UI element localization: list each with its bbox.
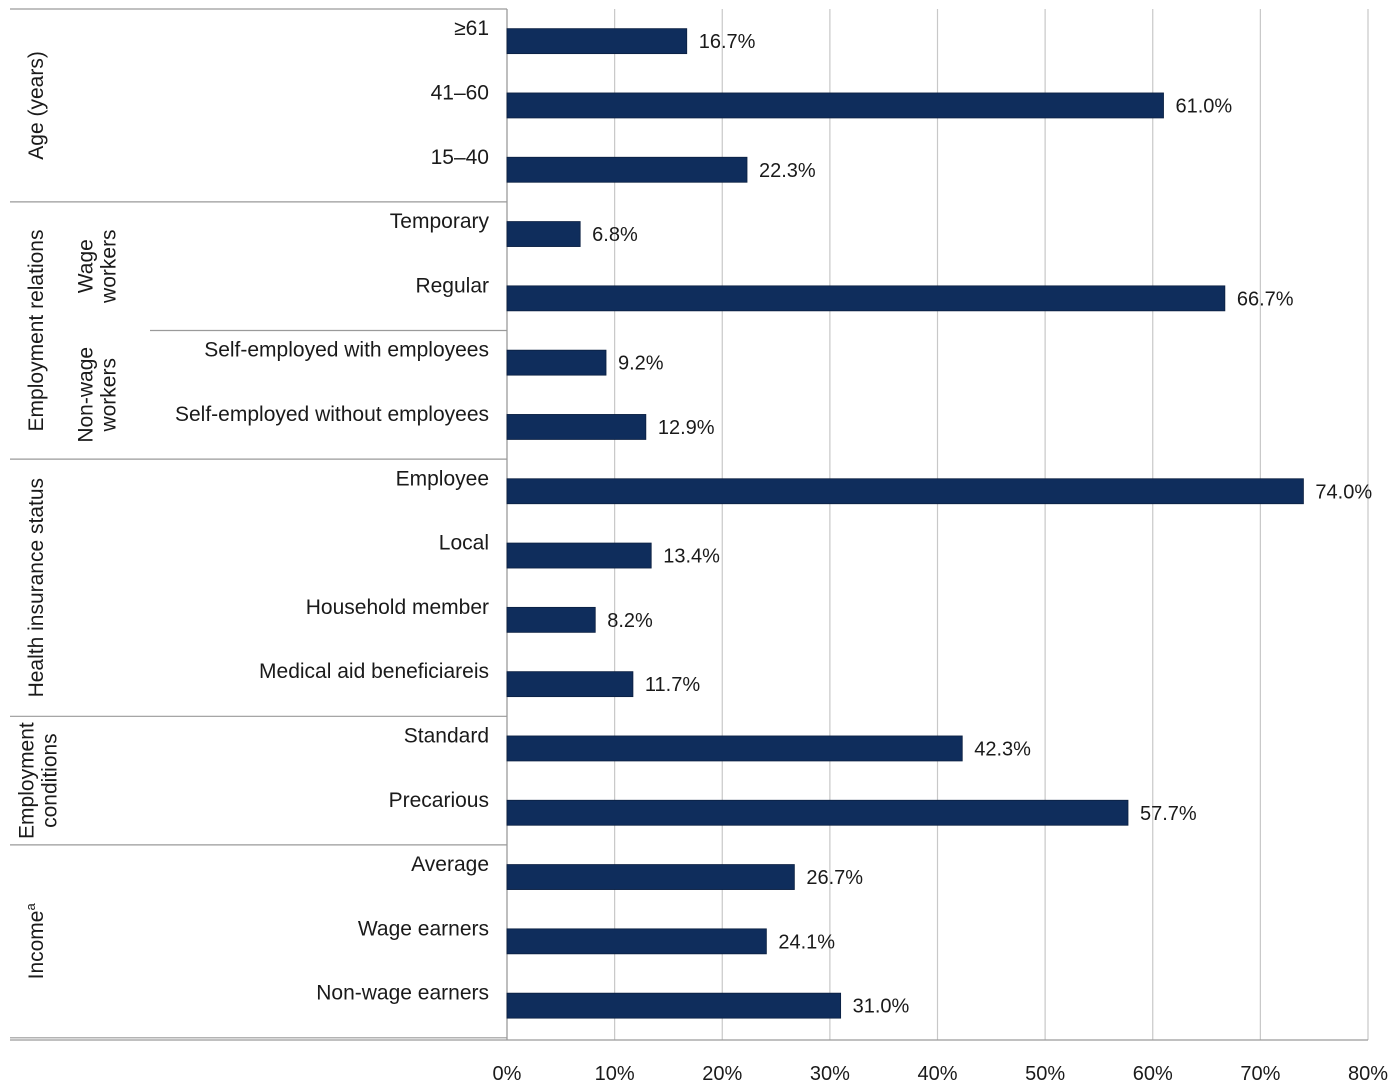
x-tick-label: 70%: [1240, 1063, 1280, 1085]
bar: [506, 285, 1226, 312]
value-label: 6.8%: [592, 224, 638, 246]
x-tick-label: 40%: [917, 1063, 957, 1085]
category-label: Local: [439, 532, 489, 555]
x-tick-label: 0%: [493, 1063, 522, 1085]
value-label: 24.1%: [778, 931, 835, 953]
category-label: ≥61: [454, 17, 489, 40]
category-label: Average: [411, 853, 489, 876]
value-label: 12.9%: [658, 417, 715, 439]
value-label: 9.2%: [618, 353, 664, 375]
group-label: Incomea: [23, 903, 48, 980]
group-label-line: Age (years): [25, 51, 48, 160]
value-label: 26.7%: [806, 867, 863, 889]
category-label: Non-wage earners: [316, 982, 489, 1005]
group-label-line: Employment: [16, 722, 39, 839]
bar: [506, 864, 795, 890]
group-label: Age (years): [25, 51, 48, 160]
subgroup-label-line: workers: [98, 358, 121, 433]
category-label: Employee: [396, 467, 489, 490]
value-label: 66.7%: [1237, 288, 1294, 310]
bar: [506, 414, 647, 440]
bar: [506, 156, 748, 183]
bar: [506, 606, 596, 633]
category-label: Precarious: [389, 789, 489, 812]
group-label-line: Income: [25, 911, 48, 980]
category-label: Wage earners: [358, 917, 489, 940]
subgroup-label-line: Non-wage: [75, 347, 98, 443]
category-label: Self-employed with employees: [204, 339, 489, 362]
bar: [506, 542, 652, 569]
bar: [506, 349, 607, 376]
value-label: 42.3%: [974, 738, 1031, 760]
category-label: Regular: [415, 274, 489, 297]
group-label-line: conditions: [39, 733, 62, 828]
value-label: 8.2%: [607, 610, 653, 632]
bar: [506, 799, 1129, 826]
bar: [506, 671, 634, 698]
x-tick-label: 10%: [595, 1063, 635, 1085]
bar: [506, 221, 581, 247]
value-label: 16.7%: [699, 31, 756, 53]
footnote-marker: a: [23, 903, 38, 911]
category-label: Standard: [404, 724, 489, 747]
value-label: 74.0%: [1315, 481, 1372, 503]
subgroup-label: Non-wageworkers: [75, 347, 121, 443]
bar: [506, 92, 1164, 119]
value-label: 31.0%: [853, 996, 910, 1018]
x-tick-label: 60%: [1133, 1063, 1173, 1085]
x-tick-label: 80%: [1348, 1063, 1388, 1085]
value-label: 13.4%: [663, 546, 720, 568]
bar: [506, 28, 688, 55]
bar: [506, 735, 963, 762]
bar: [506, 478, 1304, 505]
x-tick-label: 20%: [702, 1063, 742, 1085]
value-label: 57.7%: [1140, 803, 1197, 825]
category-label: Self-employed without employees: [175, 403, 489, 426]
category-label: Medical aid beneficiareis: [259, 660, 489, 683]
subgroup-label-line: Wage: [75, 239, 98, 293]
group-label: Employmentconditions: [16, 722, 62, 839]
bar: [506, 992, 842, 1019]
subgroup-label-line: workers: [98, 229, 121, 304]
value-label: 11.7%: [645, 674, 700, 696]
value-label: 22.3%: [759, 160, 816, 182]
x-tick-label: 50%: [1025, 1063, 1065, 1085]
category-label: Temporary: [390, 210, 490, 233]
group-label-line: Employment relations: [25, 230, 48, 432]
group-label: Health insurance status: [25, 478, 48, 697]
bar: [506, 928, 767, 955]
group-label: Employment relations: [25, 230, 48, 432]
category-label: 15–40: [431, 146, 489, 169]
subgroup-label: Wageworkers: [75, 229, 121, 304]
x-tick-label: 30%: [810, 1063, 850, 1085]
group-label-line: Health insurance status: [25, 478, 48, 697]
category-label: Household member: [306, 596, 489, 619]
value-label: 61.0%: [1176, 95, 1233, 117]
category-label: 41–60: [431, 81, 489, 104]
